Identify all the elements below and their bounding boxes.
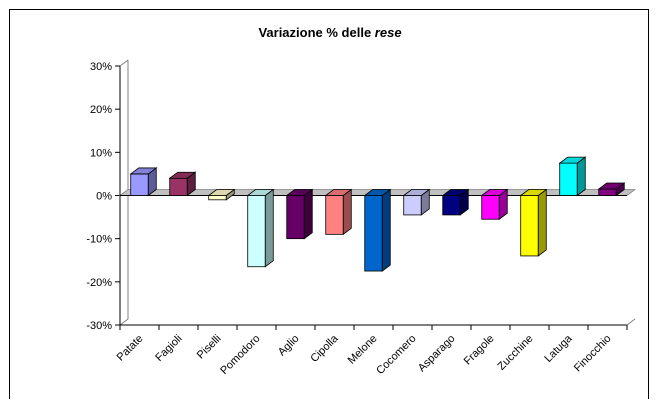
- bar-front: [130, 173, 149, 196]
- y-tick-label: 20%: [90, 104, 112, 116]
- bar-aglio: [285, 188, 314, 240]
- floor-right-edge: [626, 318, 636, 326]
- bar-top: [441, 189, 470, 196]
- bar-chart: Variazione % delle rese 30% 20% 10% 0% -10% -…: [86, 25, 637, 377]
- bar-top: [207, 189, 236, 196]
- bar-side: [264, 188, 274, 268]
- category-label: Finocchio: [572, 333, 614, 375]
- bar-top: [558, 156, 587, 164]
- wall-bottom-edge: [119, 318, 129, 326]
- bar-top: [324, 189, 353, 196]
- category-label: Piselli: [195, 333, 224, 362]
- bar-fragole: [480, 188, 509, 221]
- bar-front: [442, 195, 461, 216]
- bar-front: [598, 188, 617, 196]
- chart-title-main: Variazione % delle: [258, 25, 371, 40]
- wall-top-edge: [119, 59, 129, 67]
- bar-front: [364, 195, 383, 272]
- bar-front: [481, 195, 500, 220]
- bar-top: [597, 182, 626, 190]
- bar-top: [363, 189, 392, 196]
- bar-front: [325, 195, 344, 235]
- bar-top: [246, 189, 275, 196]
- bar-front: [208, 195, 227, 201]
- bar-cipolla: [324, 188, 353, 236]
- category-label: Fagioli: [153, 333, 184, 364]
- bar-top: [402, 189, 431, 196]
- category-label: Pomodoro: [218, 333, 262, 377]
- y-tick-label: -20%: [86, 277, 112, 289]
- category-label: Patate: [115, 333, 146, 364]
- bar-front: [559, 162, 578, 196]
- bar-front: [520, 195, 539, 257]
- category-label: Cocomero: [374, 333, 418, 377]
- bar-zucchine: [519, 188, 548, 257]
- axis-layer: 30% 20% 10% 0% -10% -20% -30%: [86, 59, 637, 332]
- bar-front: [286, 195, 305, 240]
- bar-cocomero: [402, 188, 431, 216]
- bar-melone: [363, 188, 392, 272]
- bar-top: [519, 189, 548, 196]
- bar-top: [129, 167, 158, 175]
- bar-latuga: [558, 156, 587, 197]
- bar-side: [381, 188, 391, 272]
- y-tick-label: 30%: [90, 61, 112, 73]
- category-label: Melone: [346, 333, 380, 367]
- y-tick-label: -10%: [86, 234, 112, 246]
- bar-top: [480, 189, 509, 196]
- bar-patate: [129, 167, 158, 197]
- bar-fagioli: [168, 171, 197, 197]
- chart-title: Variazione % delle rese: [258, 25, 401, 40]
- category-label: Aglio: [276, 333, 302, 359]
- bars-layer: [129, 156, 626, 272]
- bar-side: [303, 188, 313, 240]
- chart-title-emphasis: rese: [375, 25, 402, 40]
- bar-side: [342, 188, 352, 236]
- bar-piselli: [207, 188, 236, 201]
- bar-top: [168, 171, 197, 179]
- category-label: Latuga: [542, 332, 575, 365]
- bar-front: [169, 177, 188, 196]
- category-label: Fragole: [462, 333, 497, 368]
- bar-finocchio: [597, 182, 626, 197]
- bar-front: [403, 195, 422, 216]
- bar-asparago: [441, 188, 470, 216]
- bar-side: [537, 188, 547, 257]
- y-tick-label: 10%: [90, 147, 112, 159]
- category-label: Cipolla: [308, 332, 341, 365]
- bar-side: [576, 156, 586, 197]
- category-label: Asparago: [416, 333, 458, 375]
- bar-top: [285, 189, 314, 196]
- bar-front: [247, 195, 266, 268]
- category-label: Zucchine: [496, 333, 536, 373]
- y-tick-label: -30%: [86, 320, 112, 332]
- y-tick-label: 0%: [96, 191, 112, 203]
- chart-frame: Variazione % delle rese 30% 20% 10% 0% -10% -…: [9, 9, 649, 399]
- bar-pomodoro: [246, 188, 275, 268]
